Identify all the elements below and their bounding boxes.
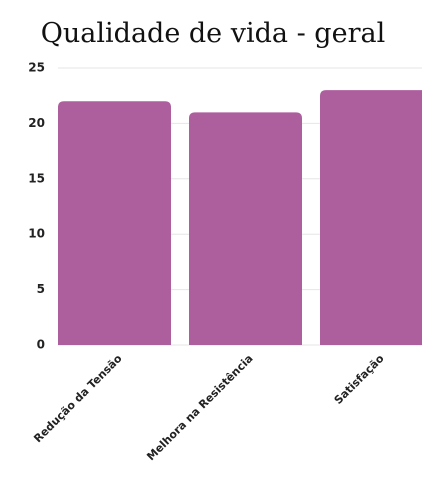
bar [189, 112, 302, 345]
y-tick-label: 10 [28, 227, 45, 241]
y-tick-label: 25 [28, 61, 45, 75]
y-tick-label: 0 [37, 338, 45, 352]
y-tick-label: 5 [37, 282, 45, 296]
chart-title: Qualidade de vida - geral [41, 18, 385, 49]
bar [58, 101, 171, 346]
y-tick-label: 20 [28, 116, 45, 130]
y-tick-label: 15 [28, 171, 45, 185]
x-tick-label: Satisfação [332, 352, 387, 407]
x-tick-label: Redução da Tensão [31, 352, 125, 446]
x-tick-label: Melhora na Resistência [144, 352, 255, 463]
bar [320, 90, 422, 345]
